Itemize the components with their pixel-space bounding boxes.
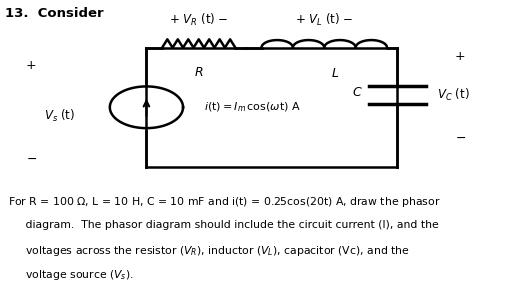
Text: $i$(t)$=I_m\,$cos($\omega$t) A: $i$(t)$=I_m\,$cos($\omega$t) A [204,100,301,114]
Text: voltage source ($V_s$).: voltage source ($V_s$). [8,268,133,283]
Text: L: L [331,67,338,80]
Text: $-$: $-$ [26,151,37,164]
Text: +: + [455,50,465,63]
Text: For R = 100 $\Omega$, L = 10 H, C = 10 mF and i(t) = 0.25cos(20t) A, draw the ph: For R = 100 $\Omega$, L = 10 H, C = 10 m… [8,195,440,209]
Text: C: C [352,86,361,99]
Text: $V_s$ (t): $V_s$ (t) [44,108,76,124]
Text: diagram.  The phasor diagram should include the circuit current (I), and the: diagram. The phasor diagram should inclu… [8,220,439,230]
Text: voltages across the resistor ($V_R$), inductor ($V_L$), capacitor (Vc), and the: voltages across the resistor ($V_R$), in… [8,244,410,258]
Text: + $V_R$ (t) $-$: + $V_R$ (t) $-$ [169,12,229,28]
Text: $-$: $-$ [454,131,466,144]
Text: +: + [26,59,37,72]
Text: 13.  Consider: 13. Consider [5,7,104,21]
Text: + $V_L$ (t) $-$: + $V_L$ (t) $-$ [295,12,354,28]
Text: $V_C$ (t): $V_C$ (t) [437,87,469,103]
Text: R: R [195,66,203,79]
